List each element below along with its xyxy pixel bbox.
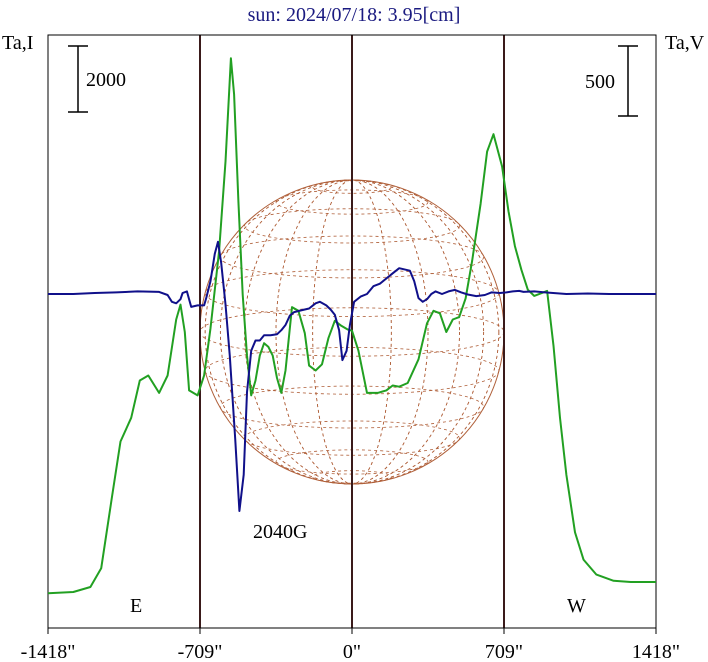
series-layer (47, 57, 656, 595)
west-label: W (567, 595, 586, 617)
x-tick-label: 0" (343, 641, 361, 662)
latitude-line (244, 208, 460, 244)
east-label: E (130, 595, 142, 617)
left-scale-bar (68, 45, 88, 113)
x-tick-label: 1418" (632, 641, 680, 662)
x-tick-label: -1418" (21, 641, 76, 662)
peak-annotation: 2040G (253, 521, 307, 543)
right-scale-bar-label: 500 (585, 71, 615, 93)
chart-title: sun: 2024/07/18: 3.95[cm] (248, 4, 461, 26)
x-tick-label: 709" (485, 641, 523, 662)
left-scale-bar-label: 2000 (86, 69, 126, 91)
series-line-stokes-i (47, 57, 656, 595)
right-scale-bar (618, 45, 638, 117)
x-tick-group: -1418" -709" 0" 709" 1418" (21, 628, 680, 662)
left-axis-label: Ta,I (2, 32, 33, 54)
longitude-line (275, 179, 429, 485)
series-line-stokes-v (48, 240, 656, 512)
x-tick-label: -709" (178, 641, 223, 662)
right-axis-label: Ta,V (665, 32, 705, 54)
